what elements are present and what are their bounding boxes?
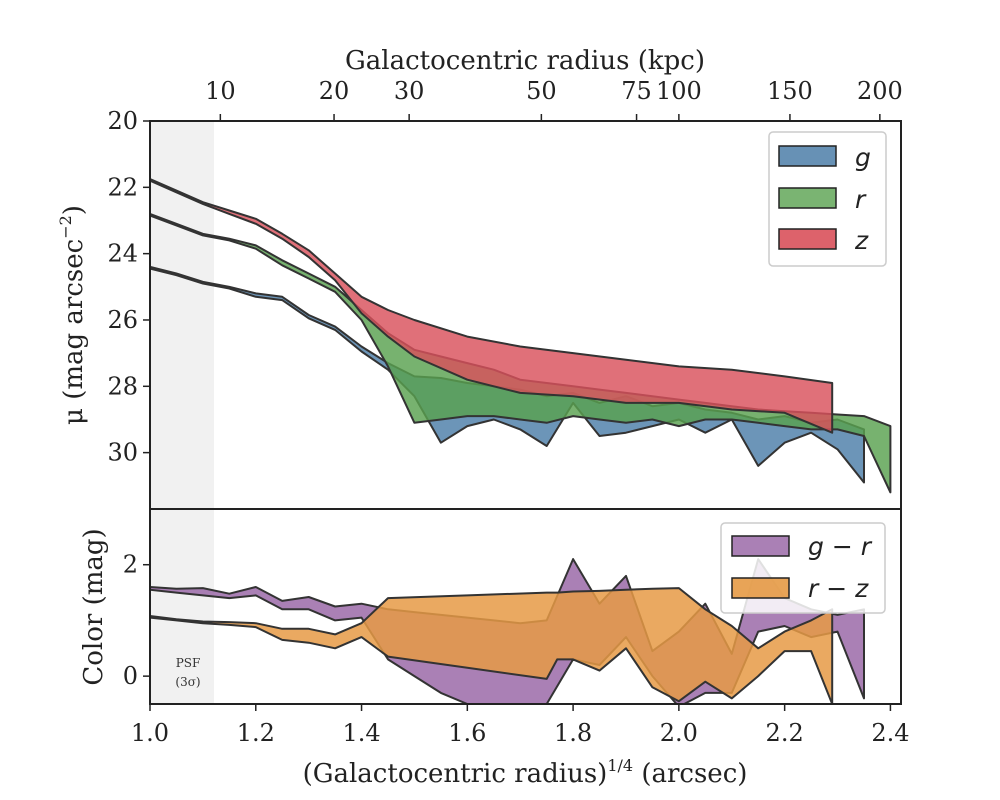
psf-annotation-line2: (3σ) [175, 675, 200, 689]
legend-swatch-g [778, 145, 837, 167]
xtick-label: 2.0 [660, 719, 698, 747]
legend-swatch-z [778, 228, 837, 250]
bottom-panel-frame [149, 508, 902, 705]
bottom-panel: 0 2 1.0 1.2 1.4 1.6 1.8 2.0 2.2 2.4 PSF (3σ) [123, 508, 910, 747]
xtick-label: 1.0 [131, 719, 169, 747]
top-panel: 20 22 24 26 28 30 10 20 30 50 75 100 150 200 [107, 77, 903, 510]
top-ytick-label: 30 [107, 439, 138, 467]
psf-region-top [150, 121, 214, 509]
top-ytick-label: 28 [107, 372, 138, 400]
top-axis-tick-label: 10 [205, 77, 236, 105]
legend-swatch-r [778, 187, 837, 209]
top-ytick-label: 24 [107, 240, 138, 268]
top-y-axis-label: μ (mag arcsec−2) [56, 205, 89, 425]
top-axis-tick-label: 100 [656, 77, 702, 105]
bottom-y-axis-label: Color (mag) [79, 528, 109, 685]
xtick-label: 2.2 [766, 719, 804, 747]
legend-swatch-g-r [731, 535, 790, 557]
psf-region-bottom [150, 509, 214, 704]
top-axis-tick-label: 30 [394, 77, 425, 105]
xtick-label: 1.6 [448, 719, 486, 747]
top-ytick-label: 26 [107, 306, 138, 334]
xtick-label: 1.4 [342, 719, 380, 747]
area-z [150, 178, 834, 434]
top-legend: g r z [768, 131, 887, 267]
top-x-axis-label: Galactocentric radius (kpc) [345, 46, 705, 76]
bottom-ytick-label: 2 [123, 551, 138, 579]
legend-swatch-r-z [731, 577, 790, 599]
xtick-label: 1.8 [554, 719, 592, 747]
legend-label-r: r [855, 185, 867, 214]
top-axis-tick-label: 20 [319, 77, 350, 105]
top-axis-tick-label: 200 [857, 77, 903, 105]
xtick-label: 2.4 [871, 719, 909, 747]
top-axis-tick-label: 150 [767, 77, 813, 105]
legend-label-g: g [855, 143, 871, 172]
legend-label-g-r: g − r [808, 532, 873, 561]
bottom-legend: g − r r − z [720, 522, 886, 614]
top-ytick-label: 22 [107, 173, 138, 201]
legend-label-z: z [854, 226, 869, 255]
area-r-z [150, 587, 834, 704]
x-axis-label: (Galactocentric radius)1/4 (arcsec) [303, 756, 748, 789]
xtick-label: 1.2 [237, 719, 275, 747]
bottom-ytick-label: 0 [123, 662, 138, 690]
legend-label-r-z: r − z [808, 574, 869, 603]
psf-annotation-line1: PSF [176, 656, 201, 670]
top-axis-tick-label: 50 [526, 77, 557, 105]
top-ytick-label: 20 [107, 107, 138, 135]
top-axis-tick-label: 75 [621, 77, 652, 105]
